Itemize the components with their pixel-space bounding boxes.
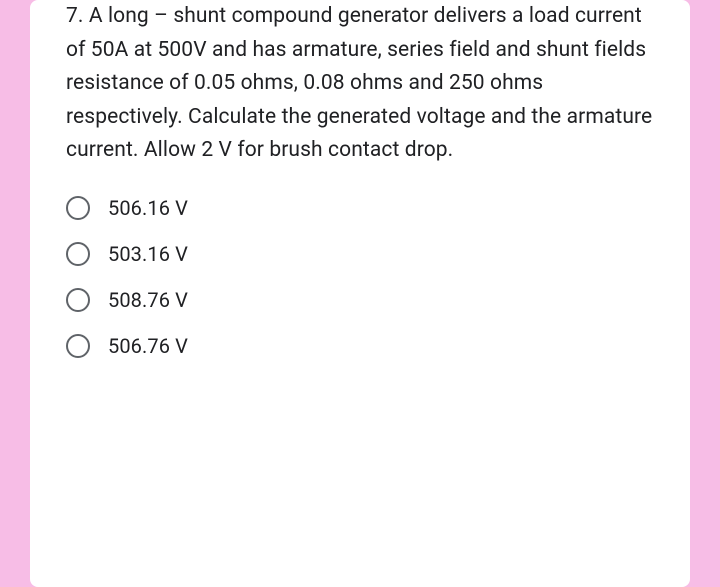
radio-icon [66, 242, 90, 266]
options-group: 506.16 V 503.16 V 508.76 V 506.76 V [66, 196, 654, 358]
option-3[interactable]: 508.76 V [66, 288, 654, 312]
question-text: 7. A long – shunt compound generator del… [66, 0, 654, 196]
question-card: 7. A long – shunt compound generator del… [30, 0, 690, 587]
option-label: 508.76 V [108, 288, 188, 312]
radio-icon [66, 288, 90, 312]
option-4[interactable]: 506.76 V [66, 334, 654, 358]
option-label: 503.16 V [108, 242, 188, 266]
option-2[interactable]: 503.16 V [66, 242, 654, 266]
radio-icon [66, 196, 90, 220]
radio-icon [66, 334, 90, 358]
option-label: 506.16 V [108, 196, 188, 220]
option-1[interactable]: 506.16 V [66, 196, 654, 220]
option-label: 506.76 V [108, 334, 188, 358]
